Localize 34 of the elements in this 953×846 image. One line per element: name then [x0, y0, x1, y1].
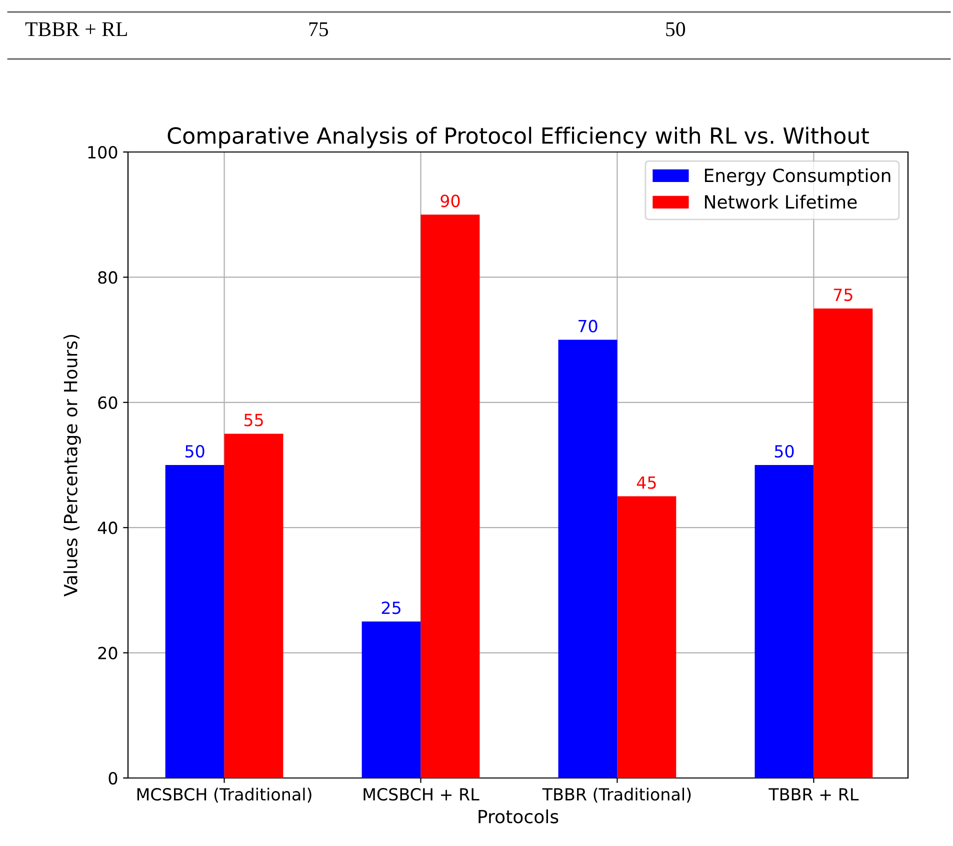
- legend-label: Energy Consumption: [704, 168, 890, 186]
- data-label: 50: [774, 444, 794, 458]
- text: TBBR + RL: [25, 22, 127, 36]
- x-tick-label: TBBR (Traditional): [542, 788, 691, 803]
- data-label: 25: [382, 601, 400, 614]
- text: 50: [666, 22, 686, 36]
- y-tick-label: 40: [98, 522, 118, 534]
- bar: [754, 465, 814, 778]
- x-axis-title: Protocols: [478, 809, 558, 824]
- y-tick-label: 80: [98, 271, 118, 284]
- data-label: 90: [440, 194, 460, 208]
- bar: [617, 496, 676, 778]
- data-label: 75: [834, 288, 852, 302]
- legend-label: Network Lifetime: [704, 194, 857, 209]
- y-tick-label: 20: [98, 646, 118, 660]
- y-axis-title: Values (Percentage or Hours): [63, 334, 81, 596]
- text: 75: [309, 22, 328, 36]
- bar: [362, 622, 421, 778]
- bar: [224, 434, 284, 778]
- y-tick-label: 60: [98, 396, 118, 409]
- x-tick-label: MCSBCH + RL: [364, 788, 480, 801]
- bar: [558, 340, 618, 778]
- x-tick-label: TBBR + RL: [768, 788, 859, 800]
- data-label: 70: [578, 320, 598, 332]
- bar: [165, 465, 224, 778]
- y-tick-label: 0: [108, 772, 118, 785]
- chart-title: Comparative Analysis of Protocol Efficiency with RL vs. Without: [168, 126, 869, 148]
- y-tick-label: 100: [88, 146, 118, 159]
- bar: [420, 214, 480, 778]
- data-label: 50: [185, 444, 204, 458]
- x-tick-label: MCSBCH (Traditional): [137, 788, 312, 803]
- bar: [814, 308, 873, 778]
- data-label: 55: [244, 414, 263, 426]
- data-label: 45: [636, 476, 656, 489]
